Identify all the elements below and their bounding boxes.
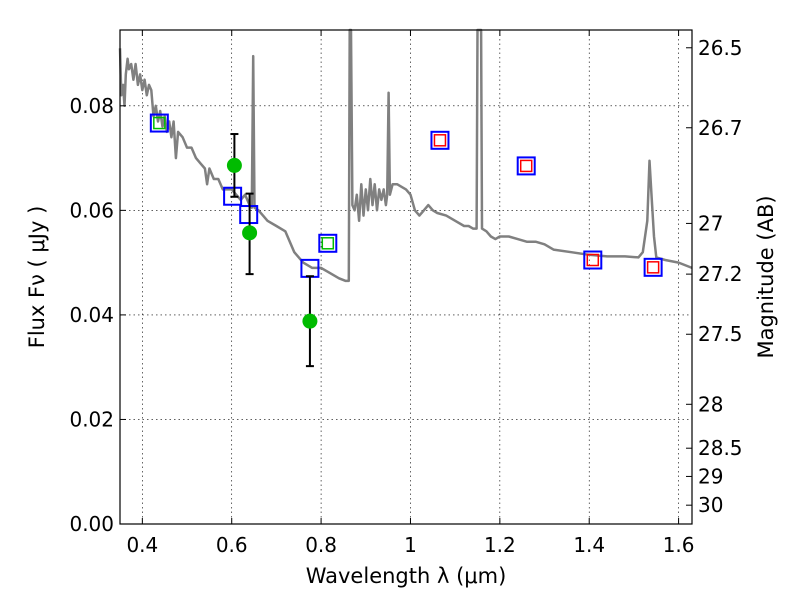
mag-tick-label: 27.2 xyxy=(698,262,743,286)
template-spectrum xyxy=(118,28,693,283)
mag-tick-label: 28 xyxy=(698,392,723,416)
x-tick-label: 1.2 xyxy=(484,533,516,557)
mag-tick-label: 29 xyxy=(698,464,723,488)
model-flux-square xyxy=(516,156,536,176)
model-flux-square xyxy=(643,257,663,277)
model-flux-square xyxy=(149,113,169,133)
axis-ticks: 0.4 0.6 0.8 1 1.2 1.4 1.6 0.00 0.02 0.04 0.06 0.08 2… xyxy=(69,30,743,557)
mag-tick-label: 26.5 xyxy=(698,36,743,60)
y-tick-label: 0.08 xyxy=(69,94,114,118)
upper-limit-box xyxy=(646,261,660,274)
observed-flux-point xyxy=(226,157,242,173)
mag-tick-label: 27.5 xyxy=(698,322,743,346)
plot-frame xyxy=(119,29,693,525)
model-flux-square xyxy=(430,130,450,150)
x-tick-label: 1 xyxy=(404,533,417,557)
y-axis-right-label: Magnitude (AB) xyxy=(754,195,778,358)
x-tick-label: 1.4 xyxy=(573,533,605,557)
x-tick-label: 1.6 xyxy=(663,533,695,557)
green-inner-box xyxy=(321,237,335,250)
upper-limit-box xyxy=(586,253,600,267)
y-tick-label: 0.04 xyxy=(69,303,114,327)
mag-tick-label: 26.7 xyxy=(698,116,743,140)
data-markers xyxy=(149,113,663,368)
green-inner-box xyxy=(153,116,166,130)
x-tick-label: 0.8 xyxy=(305,533,337,557)
y-tick-label: 0.06 xyxy=(69,198,114,222)
y-tick-label: 0.02 xyxy=(69,407,114,431)
grid-lines xyxy=(120,30,692,525)
mag-tick-label: 28.5 xyxy=(698,436,743,460)
model-flux-square xyxy=(223,186,243,206)
mag-tick-label: 27 xyxy=(698,211,723,235)
y-axis-label: Flux Fν ( μJy ) xyxy=(25,206,49,349)
x-tick-label: 0.6 xyxy=(216,533,248,557)
y-tick-label: 0.00 xyxy=(69,512,114,536)
upper-limit-box xyxy=(433,134,447,147)
observed-flux-point xyxy=(242,225,258,241)
mag-tick-label: 30 xyxy=(698,493,723,517)
model-flux-square xyxy=(583,250,603,270)
observed-flux-point xyxy=(302,313,318,329)
model-flux-square xyxy=(318,233,338,253)
spectrum-line xyxy=(118,28,693,283)
x-axis-label: Wavelength λ (μm) xyxy=(306,564,507,588)
x-tick-label: 0.4 xyxy=(126,533,158,557)
upper-limit-box xyxy=(519,159,533,173)
